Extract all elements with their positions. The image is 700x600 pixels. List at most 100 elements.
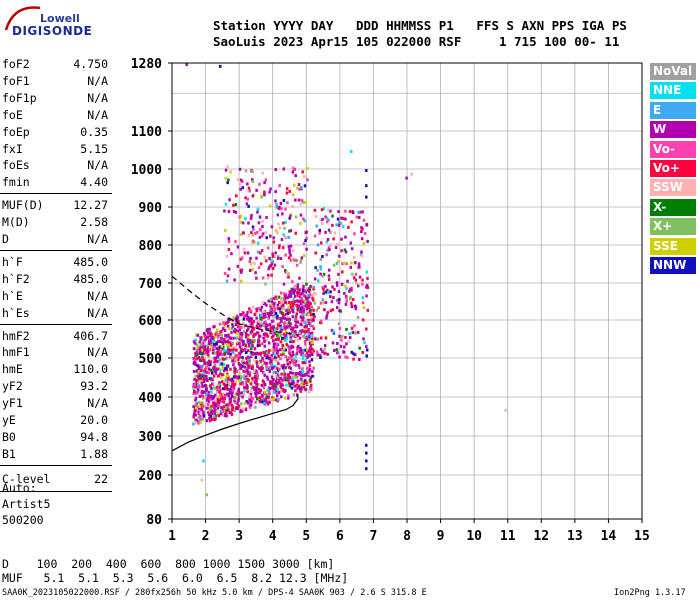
echo-point <box>236 354 239 358</box>
echo-point <box>250 317 254 321</box>
echo-point <box>247 366 250 370</box>
echo-point <box>255 382 258 386</box>
echo-point <box>265 368 269 372</box>
echo-point <box>290 308 294 312</box>
echo-point <box>296 348 299 352</box>
echo-point <box>305 337 309 341</box>
echo-point <box>356 315 360 319</box>
echo-point <box>200 367 204 371</box>
echo-point <box>224 378 227 382</box>
echo-point <box>337 322 341 326</box>
echo-point <box>337 210 340 214</box>
param-separator <box>0 490 112 492</box>
echo-point <box>263 361 266 365</box>
echo-point <box>269 357 272 361</box>
echo-point <box>215 410 219 414</box>
echo-point <box>279 317 282 321</box>
echo-point <box>291 310 295 314</box>
echo-point <box>250 322 254 326</box>
echo-point <box>324 230 327 234</box>
echo-point <box>221 357 224 361</box>
echo-point <box>357 262 361 266</box>
echo-point <box>249 331 252 335</box>
echo-point <box>227 380 231 384</box>
echo-point <box>251 305 255 309</box>
echo-point <box>280 364 284 368</box>
echo-point <box>239 382 242 386</box>
echo-point <box>222 373 225 377</box>
echo-point <box>298 288 302 292</box>
echo-point <box>304 387 308 391</box>
echo-point <box>195 368 199 372</box>
echo-point <box>270 311 274 315</box>
echo-point <box>309 387 313 391</box>
echo-point <box>236 325 240 329</box>
echo-point <box>365 285 368 289</box>
echo-point <box>230 330 233 334</box>
echo-point <box>277 390 281 394</box>
echo-point <box>289 253 292 257</box>
profile-curves <box>171 275 299 452</box>
echo-point <box>288 362 292 366</box>
echo-point <box>258 228 262 232</box>
echo-point <box>224 387 227 391</box>
chart-grid <box>171 62 643 520</box>
echo-point <box>291 204 294 208</box>
echo-point <box>231 381 234 385</box>
echo-point <box>287 275 290 279</box>
echo-point <box>273 370 276 374</box>
echo-point <box>213 325 216 329</box>
echo-point <box>284 270 288 274</box>
echo-point <box>277 246 281 250</box>
echo-point <box>235 314 239 318</box>
echo-point <box>302 387 306 391</box>
echo-point <box>306 166 309 170</box>
echo-point <box>212 338 215 342</box>
echo-point <box>312 349 315 353</box>
echo-point <box>272 345 276 349</box>
echo-point <box>280 296 283 300</box>
echo-point <box>243 347 247 351</box>
echo-point <box>221 347 224 351</box>
echo-point <box>272 303 275 307</box>
echo-point <box>293 355 296 359</box>
echo-point <box>226 181 229 185</box>
echo-point <box>252 385 255 389</box>
echo-point <box>258 391 261 395</box>
echo-point <box>206 346 210 350</box>
legend-item: E <box>650 101 696 119</box>
echo-point <box>299 365 303 369</box>
echo-point <box>212 415 216 419</box>
echo-point <box>232 203 235 207</box>
echo-point <box>249 309 252 313</box>
echo-point <box>269 359 273 363</box>
echo-point <box>284 389 287 393</box>
echo-point <box>296 293 300 297</box>
echo-point <box>244 351 248 355</box>
echo-point <box>282 327 285 331</box>
echo-point <box>224 168 228 172</box>
echo-point <box>296 386 299 390</box>
echo-point <box>313 277 317 281</box>
echo-point <box>271 313 275 317</box>
echo-point <box>223 272 227 276</box>
echo-point <box>284 327 287 331</box>
echo-point <box>239 408 243 412</box>
param-value: 93.2 <box>80 379 108 394</box>
echo-point <box>202 374 206 378</box>
echo-point <box>207 342 211 346</box>
echo-point <box>271 260 274 264</box>
echo-point <box>236 336 240 340</box>
echo-point <box>271 254 275 258</box>
echo-point <box>240 268 244 272</box>
echo-point <box>298 350 302 354</box>
echo-point <box>293 294 297 298</box>
echo-point <box>307 335 311 339</box>
echo-point <box>310 352 313 356</box>
echo-point <box>202 369 206 373</box>
echo-point <box>292 393 296 397</box>
echo-point <box>271 329 275 333</box>
echo-point <box>293 285 297 289</box>
echo-point <box>279 348 282 352</box>
echo-point <box>250 403 253 407</box>
